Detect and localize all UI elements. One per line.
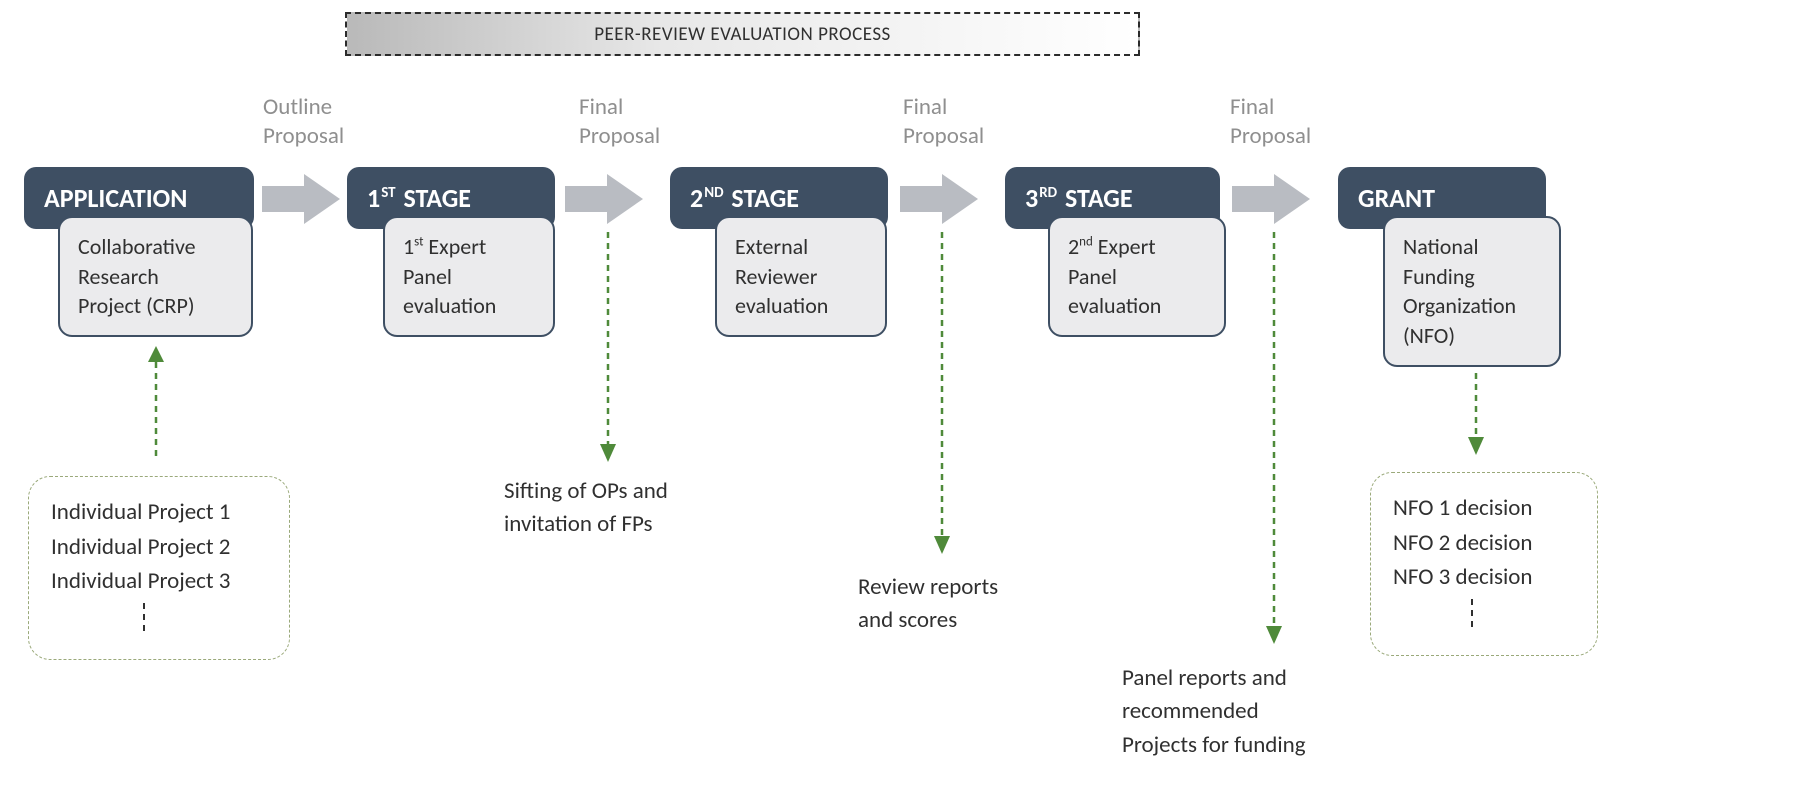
block-arrow-icon bbox=[1232, 174, 1310, 224]
sub-line: Organization bbox=[1403, 291, 1541, 321]
list-item: NFO 3 decision bbox=[1393, 560, 1575, 595]
sub-line: Funding bbox=[1403, 262, 1541, 292]
output-line: Projects for funding bbox=[1122, 729, 1306, 762]
dash-arrow-down-icon bbox=[1464, 373, 1488, 455]
list-item: NFO 1 decision bbox=[1393, 491, 1575, 526]
sub-line: Collaborative bbox=[78, 232, 233, 262]
dash-arrow-up-icon bbox=[144, 346, 168, 461]
block-arrow-icon bbox=[262, 174, 340, 224]
list-item: Individual Project 2 bbox=[51, 530, 267, 565]
sub-line: Panel bbox=[403, 262, 535, 292]
sub-line: External bbox=[735, 232, 867, 262]
arrow-label-line: Proposal bbox=[903, 122, 984, 151]
ellipsis-icon bbox=[1471, 599, 1473, 627]
stage-grant-title: GRANT bbox=[1358, 182, 1435, 214]
sub-line: Reviewer bbox=[735, 262, 867, 292]
stage-grant-sub: National Funding Organization (NFO) bbox=[1383, 216, 1561, 367]
sub-line: 2nd Expert bbox=[1068, 232, 1206, 262]
sub-line: evaluation bbox=[1068, 291, 1206, 321]
stage-1-sub: 1st Expert Panel evaluation bbox=[383, 216, 555, 337]
stage-3-title: 3RD STAGE bbox=[1025, 182, 1133, 214]
output-2: Review reports and scores bbox=[858, 571, 998, 638]
stage-1-title: 1ST STAGE bbox=[367, 182, 471, 214]
sub-line: Panel bbox=[1068, 262, 1206, 292]
dash-arrow-down-icon bbox=[1262, 232, 1286, 644]
sub-line: evaluation bbox=[735, 291, 867, 321]
list-item: NFO 2 decision bbox=[1393, 526, 1575, 561]
block-arrow-icon bbox=[565, 174, 643, 224]
output-line: recommended bbox=[1122, 695, 1306, 728]
arrow-label-line: Final bbox=[579, 93, 660, 122]
process-title-banner: PEER-REVIEW EVALUATION PROCESS bbox=[345, 12, 1140, 56]
dash-arrow-down-icon bbox=[930, 232, 954, 554]
sub-line: evaluation bbox=[403, 291, 535, 321]
stage-3-sub: 2nd Expert Panel evaluation bbox=[1048, 216, 1226, 337]
stage-2-title: 2ND STAGE bbox=[690, 182, 799, 214]
arrow-label-line: Outline bbox=[263, 93, 344, 122]
output-line: and scores bbox=[858, 604, 998, 637]
arrow-label-line: Proposal bbox=[1230, 122, 1311, 151]
sub-line: Project (CRP) bbox=[78, 291, 233, 321]
arrow-label-line: Final bbox=[1230, 93, 1311, 122]
ellipsis-icon bbox=[143, 603, 145, 631]
sub-line: Research bbox=[78, 262, 233, 292]
output-line: Review reports bbox=[858, 571, 998, 604]
stage-2-sub: External Reviewer evaluation bbox=[715, 216, 887, 337]
process-title-text: PEER-REVIEW EVALUATION PROCESS bbox=[594, 23, 891, 46]
output-line: invitation of FPs bbox=[504, 508, 668, 541]
arrow-label-line: Proposal bbox=[263, 122, 344, 151]
nfo-box: NFO 1 decision NFO 2 decision NFO 3 deci… bbox=[1370, 472, 1598, 656]
arrow-label-2: Final Proposal bbox=[579, 93, 660, 151]
output-line: Sifting of OPs and bbox=[504, 475, 668, 508]
output-3: Panel reports and recommended Projects f… bbox=[1122, 662, 1306, 762]
stage-application-sub: Collaborative Research Project (CRP) bbox=[58, 216, 253, 337]
arrow-label-line: Proposal bbox=[579, 122, 660, 151]
arrow-label-line: Final bbox=[903, 93, 984, 122]
stage-application-title: APPLICATION bbox=[44, 182, 187, 214]
arrow-label-3: Final Proposal bbox=[903, 93, 984, 151]
sub-line: National bbox=[1403, 232, 1541, 262]
sub-line: (NFO) bbox=[1403, 321, 1541, 351]
arrow-label-1: Outline Proposal bbox=[263, 93, 344, 151]
output-line: Panel reports and bbox=[1122, 662, 1306, 695]
output-1: Sifting of OPs and invitation of FPs bbox=[504, 475, 668, 542]
arrow-label-4: Final Proposal bbox=[1230, 93, 1311, 151]
dash-arrow-down-icon bbox=[596, 232, 620, 462]
list-item: Individual Project 1 bbox=[51, 495, 267, 530]
sub-line: 1st Expert bbox=[403, 232, 535, 262]
projects-box: Individual Project 1 Individual Project … bbox=[28, 476, 290, 660]
list-item: Individual Project 3 bbox=[51, 564, 267, 599]
block-arrow-icon bbox=[900, 174, 978, 224]
